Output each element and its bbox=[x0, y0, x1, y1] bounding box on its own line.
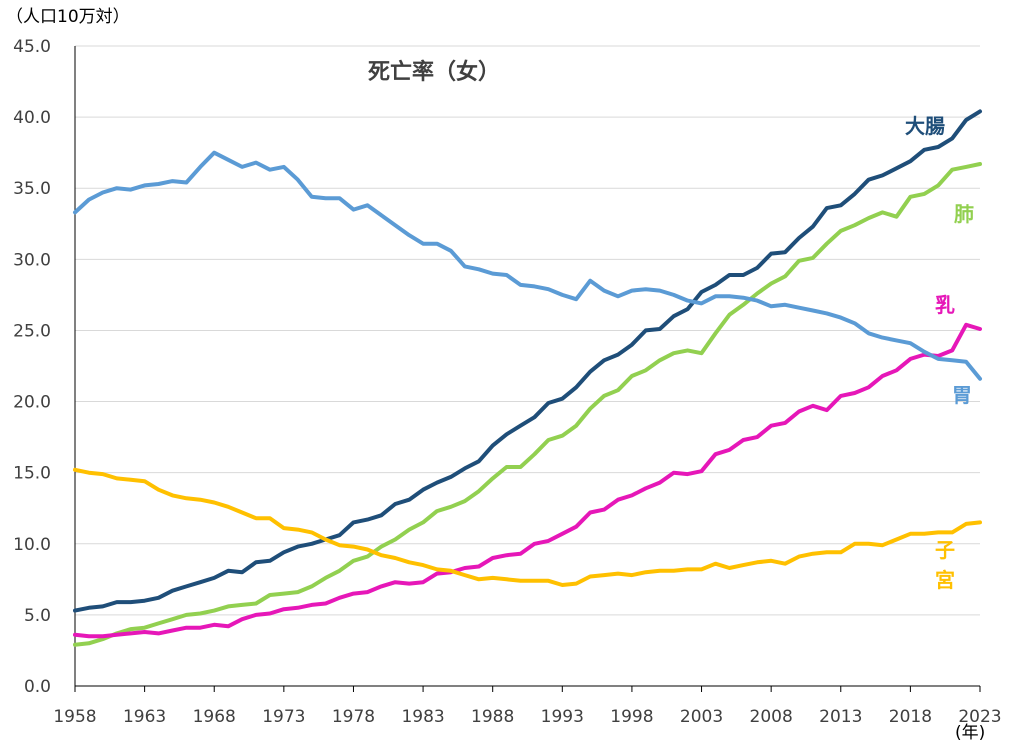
series-label-乳: 乳 bbox=[935, 293, 955, 317]
y-tick-label: 10.0 bbox=[13, 535, 51, 555]
y-tick-label: 25.0 bbox=[13, 321, 51, 341]
series-lines bbox=[73, 109, 982, 647]
x-tick-labels: 1958 1963 1968 1973 1978 1983 1988 1993 1998 2003… bbox=[53, 707, 1001, 727]
y-tick-label: 0.0 bbox=[24, 677, 51, 697]
x-tick-label: 2003 bbox=[680, 707, 723, 727]
x-tick-label: 2013 bbox=[819, 707, 862, 727]
x-tick-label: 1988 bbox=[471, 707, 514, 727]
y-tick-label: 20.0 bbox=[13, 393, 51, 413]
x-tick-label: 2023 bbox=[958, 707, 1001, 727]
y-tick-label: 45.0 bbox=[13, 37, 51, 57]
series-line-大腸 bbox=[73, 109, 982, 613]
axes bbox=[74, 46, 981, 692]
series-label-大腸: 大腸 bbox=[905, 114, 945, 138]
x-tick-label: 1983 bbox=[401, 707, 444, 727]
series-line-胃 bbox=[73, 150, 982, 381]
series-line-子宮 bbox=[73, 467, 982, 587]
x-tick-label: 1993 bbox=[541, 707, 584, 727]
y-unit-label: （人口10万対） bbox=[6, 7, 130, 27]
x-unit-label: (年) bbox=[955, 723, 985, 741]
y-tick-label: 5.0 bbox=[24, 606, 51, 626]
y-tick-labels: 0.0 5.0 10.0 15.0 20.0 25.0 30.0 35.0 40.0 45.0 bbox=[13, 37, 51, 697]
series-label-肺: 肺 bbox=[954, 202, 974, 226]
series-label-子宮: 宮 bbox=[935, 568, 955, 592]
y-tick-label: 30.0 bbox=[13, 250, 51, 270]
gridlines bbox=[75, 45, 980, 616]
x-tick-label: 1963 bbox=[123, 707, 166, 727]
chart-title: 死亡率（女） bbox=[368, 59, 500, 85]
series-line-乳 bbox=[73, 322, 982, 639]
series-line-肺 bbox=[73, 162, 982, 647]
x-tick-label: 1973 bbox=[262, 707, 305, 727]
y-tick-label: 40.0 bbox=[13, 108, 51, 128]
series-label-子宮: 子 bbox=[935, 538, 955, 562]
x-tick-label: 2018 bbox=[889, 707, 932, 727]
x-tick-label: 1958 bbox=[53, 707, 96, 727]
x-tick-label: 1978 bbox=[332, 707, 375, 727]
x-tick-label: 2008 bbox=[750, 707, 793, 727]
x-tick-label: 1998 bbox=[610, 707, 653, 727]
series-label-胃: 胃 bbox=[952, 383, 972, 407]
x-tick-label: 1968 bbox=[193, 707, 236, 727]
y-tick-label: 15.0 bbox=[13, 464, 51, 484]
y-tick-label: 35.0 bbox=[13, 179, 51, 199]
